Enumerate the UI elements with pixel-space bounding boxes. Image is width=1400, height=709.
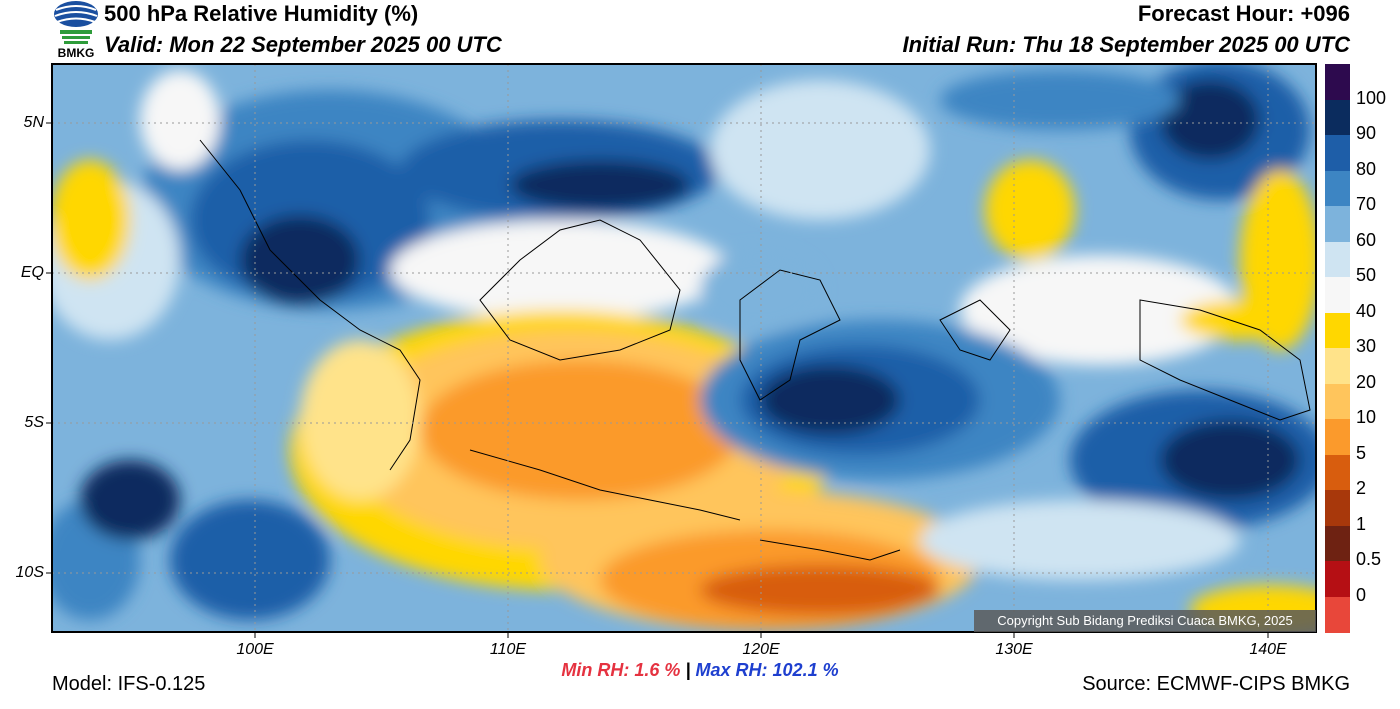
- lat-label-5n: 5N: [23, 114, 44, 131]
- valid-time: Valid: Mon 22 September 2025 00 UTC: [104, 32, 502, 57]
- colorbar-swatch: [1325, 170, 1350, 207]
- lon-label-110e: 110E: [489, 641, 527, 658]
- colorbar-swatch: [1325, 312, 1350, 349]
- colorbar-label: 60: [1356, 229, 1377, 250]
- colorbar-label: 50: [1356, 265, 1377, 285]
- colorbar-swatch: [1325, 64, 1350, 100]
- colorbar-label: 10: [1356, 407, 1377, 427]
- colorbar-swatch: [1325, 561, 1350, 597]
- lon-label-120e: 120E: [742, 641, 780, 658]
- min-rh-label: Min RH:: [561, 660, 630, 680]
- chart-title: 500 hPa Relative Humidity (%): [104, 1, 419, 26]
- forecast-hour: Forecast Hour: +096: [1137, 1, 1350, 26]
- colorbar-label: 40: [1356, 300, 1377, 321]
- colorbar-swatch: [1325, 206, 1350, 242]
- colorbar-swatch: [1325, 490, 1350, 526]
- colorbar-label: 30: [1356, 336, 1377, 356]
- colorbar-swatch: [1325, 596, 1350, 633]
- colorbar-label: 5: [1356, 442, 1367, 463]
- source-label: Source: ECMWF-CIPS BMKG: [1082, 673, 1350, 695]
- lat-label-10s: 10S: [15, 564, 44, 581]
- bmkg-logo: [54, 1, 98, 44]
- colorbar-swatch: [1325, 383, 1350, 420]
- colorbar-swatch: [1325, 135, 1350, 171]
- initial-run: Initial Run: Thu 18 September 2025 00 UT…: [902, 32, 1350, 57]
- colorbar-swatch: [1325, 277, 1350, 313]
- lon-label-100e: 100E: [236, 641, 274, 658]
- colorbar-label: 90: [1356, 123, 1377, 143]
- colorbar-label: 20: [1356, 371, 1377, 392]
- max-rh-value: 102.1 %: [772, 660, 839, 680]
- colorbar-label: 1: [1356, 513, 1367, 534]
- colorbar-label: 100: [1356, 87, 1387, 108]
- colorbar-label: 0.5: [1356, 549, 1382, 569]
- lon-label-140e: 140E: [1249, 641, 1287, 658]
- model-label: Model: IFS-0.125: [52, 673, 206, 695]
- separator: |: [685, 660, 691, 680]
- colorbar-swatch: [1325, 454, 1350, 491]
- colorbar-label: 80: [1356, 158, 1377, 179]
- max-rh-label: Max RH:: [695, 660, 768, 680]
- colorbar-label: 2: [1356, 478, 1367, 498]
- min-max-readout: Min RH: 1.6 % | Max RH: 102.1 %: [0, 660, 1400, 681]
- colorbar-label: 70: [1356, 194, 1377, 214]
- lat-label-eq: EQ: [20, 264, 44, 281]
- lon-label-130e: 130E: [995, 641, 1033, 658]
- lat-label-5s: 5S: [24, 414, 44, 431]
- colorbar-swatch: [1325, 99, 1350, 136]
- colorbar-swatch: [1325, 348, 1350, 384]
- colorbar-swatch: [1325, 419, 1350, 455]
- logo-text: BMKG: [57, 46, 95, 60]
- copyright-notice: Copyright Sub Bidang Prediksi Cuaca BMKG…: [974, 610, 1316, 632]
- colorbar-label: 0: [1356, 584, 1367, 605]
- colorbar-swatch: [1325, 525, 1350, 562]
- min-rh-value: 1.6 %: [634, 660, 681, 680]
- colorbar-swatch: [1325, 241, 1350, 278]
